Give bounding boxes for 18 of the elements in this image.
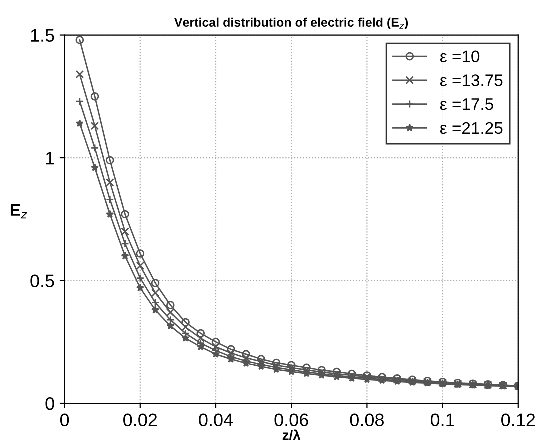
- legend-label: ε =13.75: [440, 74, 503, 86]
- x-tick-label: 0: [60, 414, 70, 426]
- x-tick-label: 0.12: [502, 414, 536, 426]
- x-tick-label: 0.06: [274, 414, 308, 426]
- y-tick-label: 1: [46, 152, 54, 165]
- x-tick-label: 0.1: [430, 414, 454, 426]
- legend-label: ε =10: [440, 50, 480, 63]
- y-tick-label: 1.5: [31, 29, 54, 42]
- y-tick-label: 0: [46, 397, 54, 410]
- x-tick-label: 0.04: [199, 414, 234, 426]
- chart-title: Vertical distribution of electric field (E$_{z}$): [174, 18, 408, 30]
- y-axis-title: E$_{z}$: [10, 204, 28, 219]
- x-tick-label: 0.08: [350, 414, 384, 426]
- y-tick-label: 0.5: [30, 274, 54, 288]
- legend-label: ε =17.5: [440, 98, 494, 110]
- x-axis-title: z/λ: [282, 430, 301, 440]
- legend-label: ε =21.25: [440, 122, 503, 134]
- x-tick-label: 0.02: [124, 414, 158, 426]
